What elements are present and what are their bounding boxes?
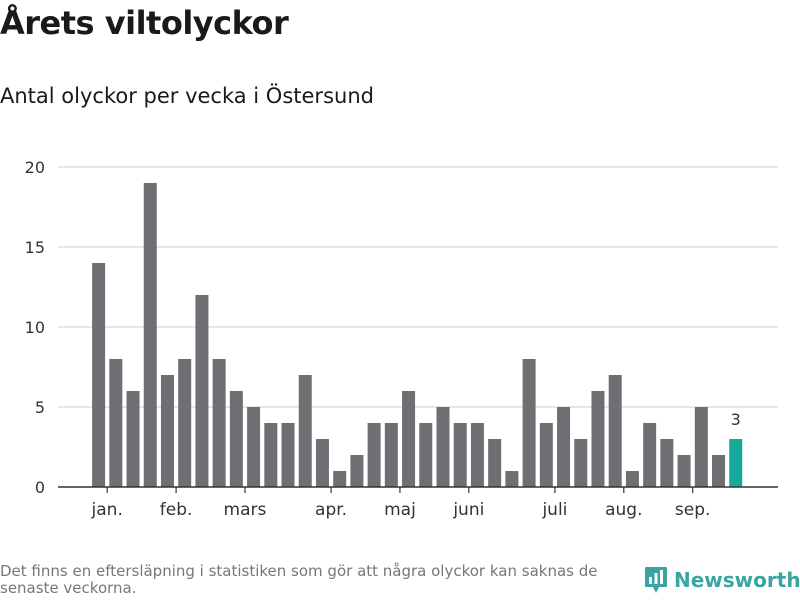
y-tick-label: 5: [35, 398, 45, 417]
x-tick-label: feb.: [160, 500, 193, 520]
bar-week-3: [126, 391, 140, 487]
bar-week-8: [212, 359, 226, 487]
bar-week-18: [384, 423, 398, 487]
y-tick-label: 15: [25, 238, 45, 257]
x-tick-label: juli: [541, 500, 567, 520]
bar-week-31: [608, 375, 622, 487]
y-tick-label: 10: [25, 318, 45, 337]
chart-title: Årets viltolyckor: [0, 4, 289, 42]
bar-week-5: [160, 375, 174, 487]
bar-week-24: [488, 439, 502, 487]
y-axis-ticks: 0 5 10 15 20: [25, 158, 45, 497]
footnote: Det finns en eftersläpning i statistiken…: [0, 562, 598, 597]
bar-week-1: [92, 263, 106, 487]
bar-week-25: [505, 471, 519, 487]
bar-week-17: [367, 423, 381, 487]
bar-week-19: [402, 391, 416, 487]
bar-highlight-week-38: [729, 439, 743, 487]
x-tick-label: aug.: [605, 500, 642, 520]
bar-week-11: [264, 423, 278, 487]
data-labels: 3: [731, 410, 741, 429]
bar-week-29: [574, 439, 588, 487]
bar-week-32: [625, 471, 639, 487]
bar-week-30: [591, 391, 605, 487]
data-label-highlight: 3: [731, 410, 741, 429]
bar-week-6: [178, 359, 192, 487]
x-tick-label: apr.: [315, 500, 347, 520]
brand-name: Newsworthy: [674, 568, 800, 592]
bar-week-10: [247, 407, 261, 487]
bar-week-34: [660, 439, 674, 487]
bar-week-7: [195, 295, 209, 487]
x-axis-month-labels: jan. feb. mars apr. maj juni juli aug. sep.: [91, 487, 711, 520]
x-tick-label: juni: [452, 500, 484, 520]
bar-week-36: [694, 407, 708, 487]
x-tick-label: mars: [224, 500, 267, 520]
bar-week-23: [470, 423, 484, 487]
bar-week-15: [333, 471, 347, 487]
bar-week-37: [712, 455, 726, 487]
bar-week-14: [315, 439, 329, 487]
brand-logo: Newsworthy: [644, 566, 800, 594]
x-tick-label: maj: [384, 500, 416, 520]
bar-week-26: [522, 359, 536, 487]
bars: [92, 183, 743, 487]
bar-week-33: [643, 423, 657, 487]
x-tick-label: jan.: [91, 500, 123, 520]
bar-week-2: [109, 359, 123, 487]
x-tick-label: sep.: [675, 500, 711, 520]
bar-week-27: [539, 423, 553, 487]
bar-week-12: [281, 423, 295, 487]
bar-week-13: [298, 375, 312, 487]
chart-subtitle: Antal olyckor per vecka i Östersund: [0, 84, 374, 108]
bar-week-22: [453, 423, 467, 487]
bar-week-28: [557, 407, 571, 487]
bar-week-35: [677, 455, 691, 487]
y-tick-label: 20: [25, 158, 45, 177]
bar-chart-speech-bubble-icon: [645, 567, 667, 593]
bar-week-9: [229, 391, 243, 487]
gridlines: [58, 166, 778, 408]
bar-week-20: [419, 423, 433, 487]
bar-week-16: [350, 455, 364, 487]
bar-week-21: [436, 407, 450, 487]
bar-chart: 0 5 10 15 20 jan. feb. mars apr. maj juni juli aug.…: [25, 158, 778, 520]
y-tick-label: 0: [35, 478, 45, 497]
bar-week-4: [143, 183, 157, 487]
